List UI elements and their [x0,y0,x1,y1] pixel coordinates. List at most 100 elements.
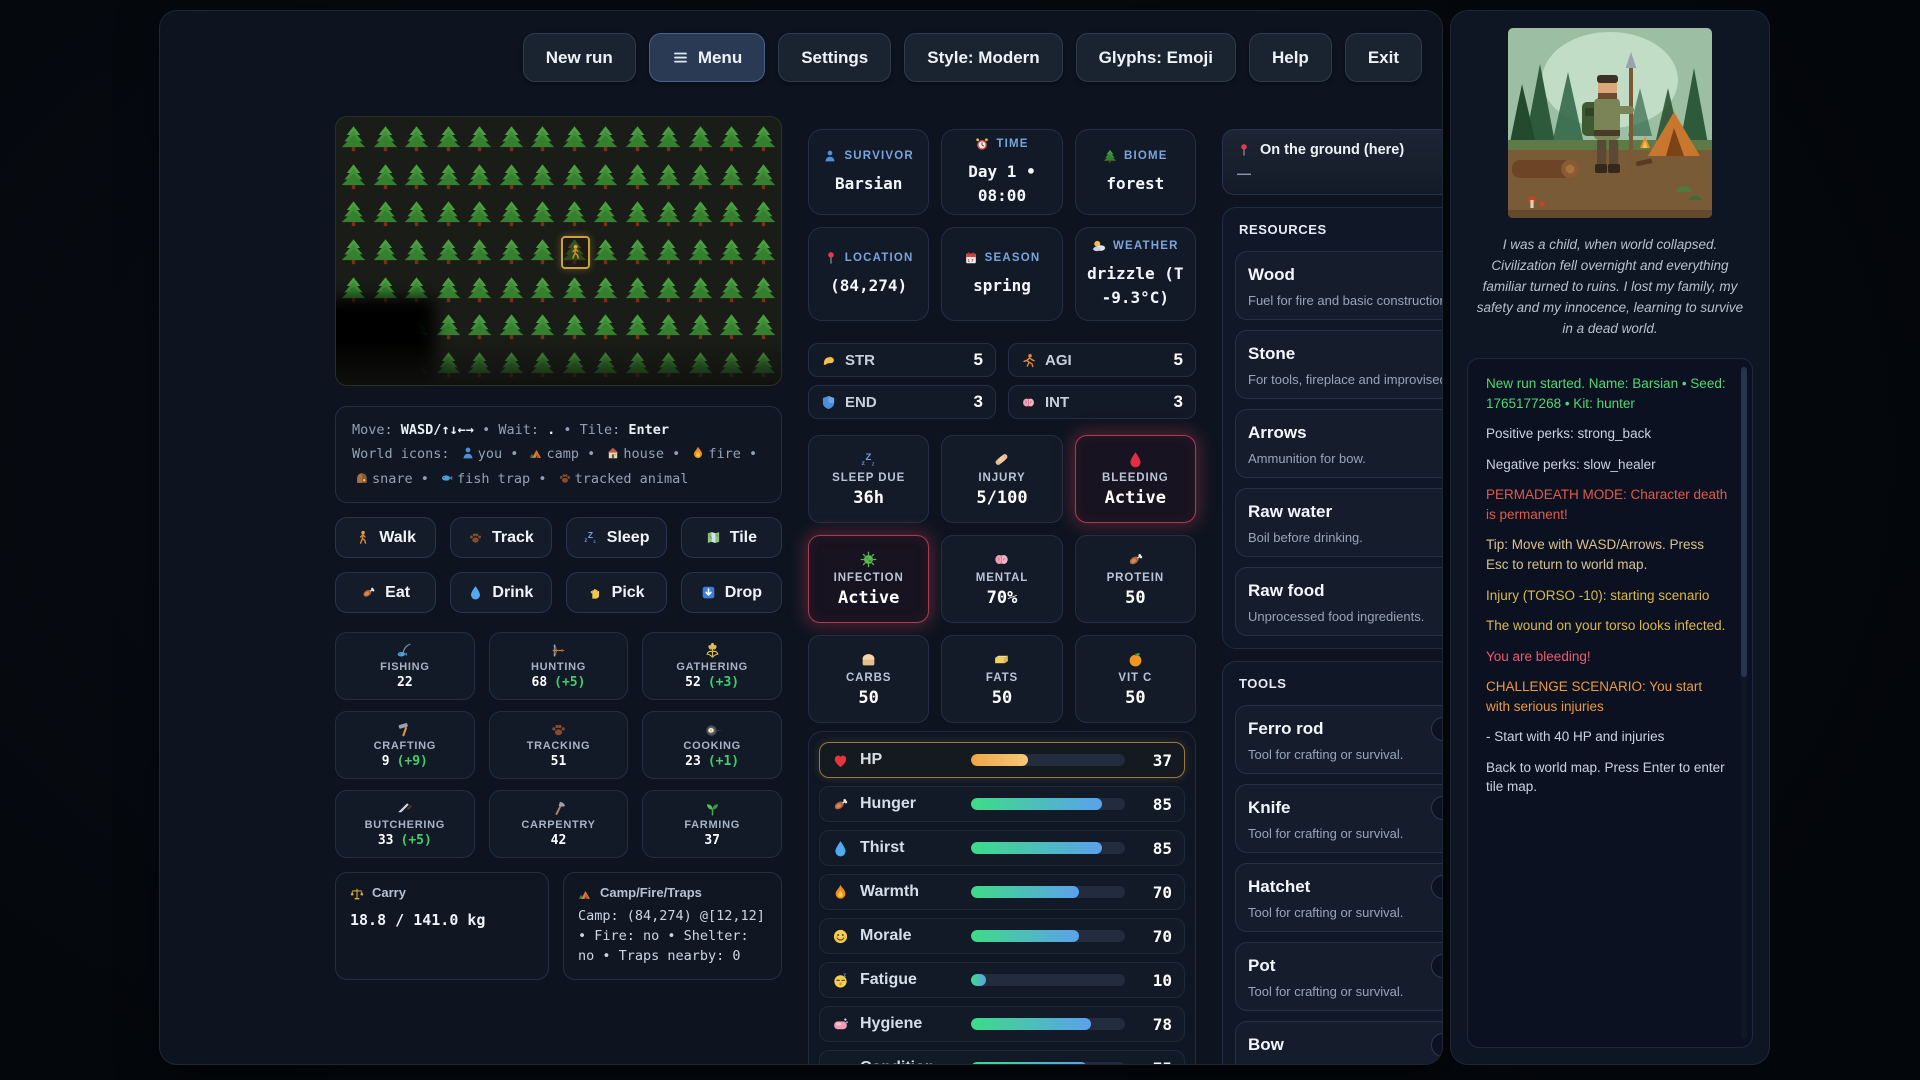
evergreen-icon [719,163,744,189]
tool-item-pot[interactable]: Pot dur 100/100 Tool for crafting or survi… [1235,942,1442,1011]
resource-item-wood[interactable]: Wood2Fuel for fire and basic constructio… [1235,251,1442,320]
resource-item-stone[interactable]: Stone1For tools, fireplace and improvise… [1235,330,1442,399]
toolbar-button-new-run[interactable]: New run [522,33,636,82]
log-scrollbar[interactable] [1741,367,1747,1039]
log-entry: New run started. Name: Barsian • Seed: 1… [1486,376,1726,411]
evergreen-icon [530,314,555,340]
map-tile [401,232,433,270]
action-button-drink[interactable]: Drink [450,572,552,614]
ground-empty-marker: — [1237,165,1251,181]
attribute-value: 5 [973,350,983,369]
resource-item-raw-food[interactable]: Raw food1Unprocessed food ingredients. [1235,567,1442,636]
status-value: 50 [858,687,879,708]
evergreen-icon [688,314,713,340]
map-tile [653,232,685,270]
status-label: FATS [985,671,1019,684]
resource-item-raw-water[interactable]: Raw water2Boil before drinking. [1235,488,1442,557]
evergreen-icon [404,126,429,152]
status-value: 50 [991,687,1013,708]
map-tile [590,308,622,346]
tool-item-bow[interactable]: Bow dur 100/100 Tool for crafting or survi… [1235,1021,1442,1064]
ground-panel: On the ground (here) — [1222,129,1442,195]
smiley-icon [833,929,848,943]
evergreen-icon [530,126,555,152]
evergreen-icon [719,239,744,265]
action-button-tile[interactable]: Tile [680,517,782,559]
attribute-label: STR [845,351,875,369]
toolbar-button-exit[interactable]: Exit [1344,33,1422,82]
tool-description: Tool for crafting or survival. [1248,747,1404,762]
evergreen-icon [499,239,524,265]
vital-bar-fill [971,1062,1087,1064]
toolbar-button-help[interactable]: Help [1248,33,1332,82]
toolbar-button-style-modern[interactable]: Style: Modern [904,33,1063,82]
evergreen-icon [499,314,524,340]
svg-text:17: 17 [967,258,974,264]
evergreen-icon [593,163,618,189]
action-button-pick[interactable]: Pick [565,572,667,614]
evergreen-icon [404,163,429,189]
map-tile [433,119,465,157]
resource-name: Wood [1248,265,1295,284]
log-scrollbar-thumb[interactable] [1741,367,1747,677]
map-tile [653,308,685,346]
snare-icon [357,472,367,483]
resource-description: Unprocessed food ingredients. [1248,609,1425,624]
evergreen-icon [719,201,744,227]
sprout-icon [706,804,718,816]
skill-name: GATHERING [676,661,748,674]
evergreen-icon [467,163,492,189]
evergreen-icon [436,239,461,265]
action-button-track[interactable]: Track [450,517,552,559]
toolbar-button-glyphs-emoji[interactable]: Glyphs: Emoji [1075,33,1236,82]
resources-header[interactable]: RESOURCES ▼ [1235,220,1442,241]
vital-bar-fill [971,886,1079,898]
tools-header[interactable]: TOOLS ▼ [1235,674,1442,695]
camp-icon [530,450,542,459]
person-icon [463,447,473,459]
skill-card-hunting: HUNTING 68 (+5) [488,632,629,701]
resource-name: Stone [1248,344,1296,363]
dropblue-icon [835,840,846,856]
evergreen-icon [719,276,744,302]
resource-item-arrows[interactable]: Arrows12Ammunition for bow. [1235,409,1442,478]
vital-label: Hunger [860,795,916,812]
skill-value: 42 [550,833,567,849]
skill-name: CRAFTING [373,740,437,753]
tool-item-knife[interactable]: Knife dur 100/100 Tool for crafting or sur… [1235,784,1442,853]
evergreen-icon [467,239,492,265]
evergreen-icon [341,126,366,152]
evergreen-icon [656,126,681,152]
tool-item-ferro-rod[interactable]: Ferro rod dur 100/100 Tool for crafting or… [1235,705,1442,774]
action-button-walk[interactable]: Walk [335,517,437,559]
attribute-value: 3 [973,392,983,411]
map-tile [622,232,654,270]
map-tile [559,308,591,346]
evergreen-icon [593,276,618,302]
survivor-portrait-art [1508,28,1712,218]
action-button-drop[interactable]: Drop [680,572,782,614]
map-tile [685,270,717,308]
evergreen-icon [467,201,492,227]
resources-section: RESOURCES ▼ Wood2Fuel for fire and basic… [1222,207,1442,649]
toolbar-button-label: Menu [697,47,743,67]
resource-name: Raw water [1248,502,1333,521]
toolbar-button-settings[interactable]: Settings [778,33,892,82]
help-text-segment: . [547,422,556,438]
downsquare-icon [702,586,715,599]
vital-bar-track [971,974,1125,986]
dropblue-icon [471,586,481,600]
tool-item-hatchet[interactable]: Hatchet dur 100/100 Tool for crafting or s… [1235,863,1442,932]
toolbar-button-menu[interactable]: Menu [648,33,766,82]
calendar-icon: 17 [965,252,976,264]
map-tile [496,157,528,195]
tile-map[interactable] [335,116,782,386]
help-world-item-label: camp [546,446,579,463]
evergreen-icon [719,314,744,340]
action-button-eat[interactable]: Eat [335,572,437,614]
evergreen-icon [593,126,618,152]
attributes-grid: STR 5 AGI 5 END 3 INT 3 [808,343,1196,419]
map-tile [748,232,780,270]
